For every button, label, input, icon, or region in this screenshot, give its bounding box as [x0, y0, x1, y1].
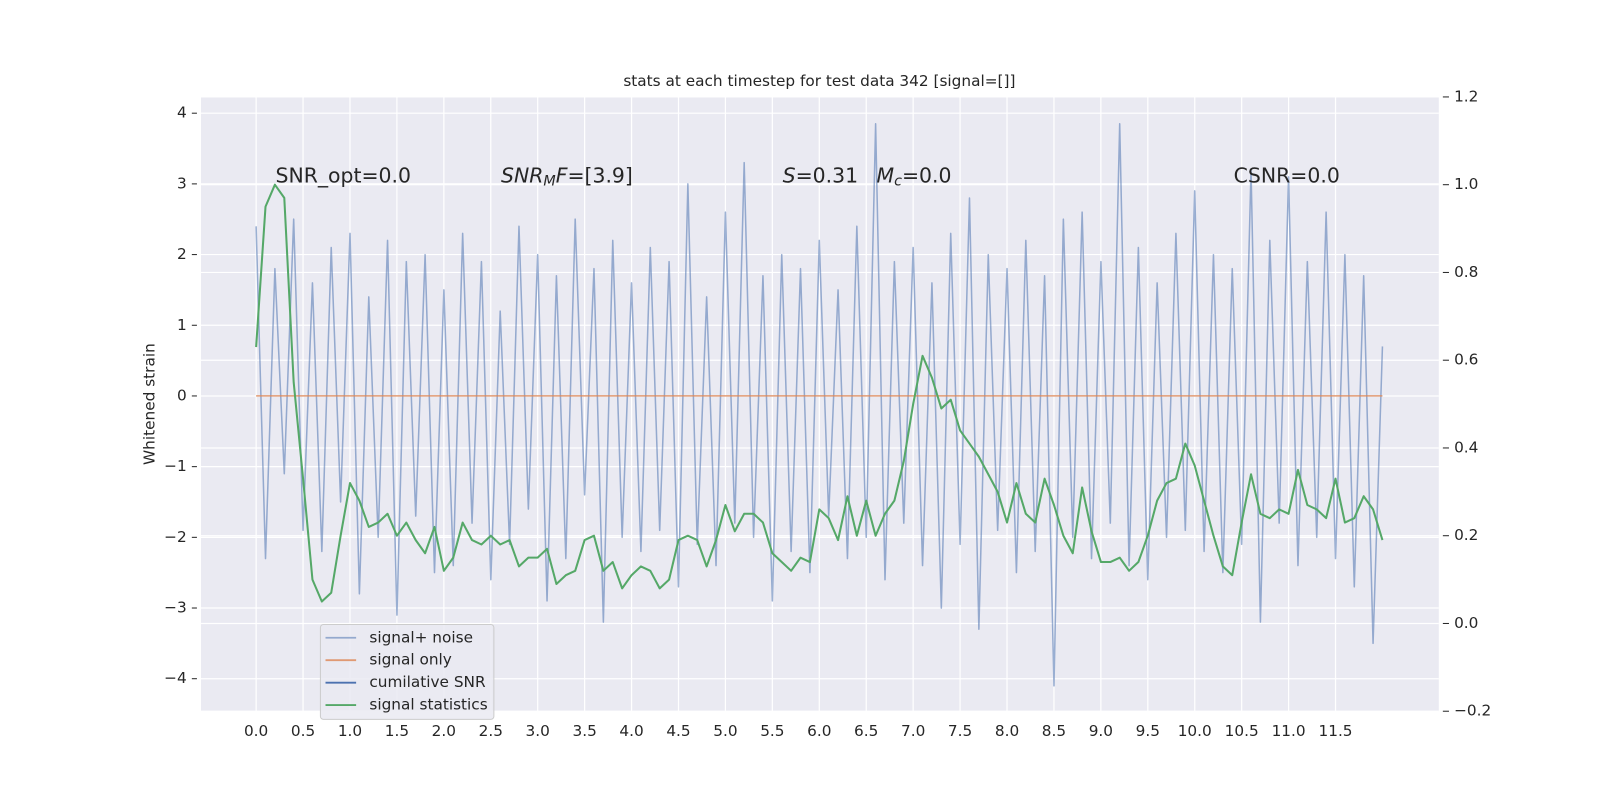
annotation-part: =0.0	[902, 164, 952, 188]
annotation: Mc=0.0	[877, 164, 952, 190]
x-tick-label: 11.0	[1272, 722, 1306, 740]
annotation-part: c	[894, 174, 902, 190]
y2-tick-label: 0.6	[1454, 351, 1478, 369]
legend-label: cumilative SNR	[369, 673, 486, 691]
y-tick-label: 3	[177, 174, 187, 192]
x-tick-label: 10.0	[1178, 722, 1212, 740]
annotation: S=0.31	[783, 164, 858, 188]
x-tick-label: 10.5	[1225, 722, 1259, 740]
legend-box	[319, 623, 495, 720]
x-tick-label: 6.5	[854, 722, 878, 740]
x-tick-label: 9.5	[1136, 722, 1160, 740]
y-tick-label: 4	[177, 104, 187, 122]
x-tick-label: 8.0	[995, 722, 1019, 740]
annotation-part: M	[877, 164, 895, 188]
annotation-part: M	[543, 174, 555, 190]
y-tick-label: 1	[177, 316, 187, 334]
y2-tick-label: 0.8	[1454, 263, 1478, 281]
annotation-part: =[3.9]	[567, 164, 632, 188]
series-line	[255, 123, 1384, 687]
annotation-part: CSNR=0.0	[1234, 164, 1340, 188]
x-tick-label: 6.0	[807, 722, 831, 740]
y2-tick-label: 0.4	[1454, 438, 1478, 456]
x-tick-label: 5.0	[713, 722, 737, 740]
annotation-part: SNR	[501, 164, 543, 188]
annotation: SNR_opt=0.0	[276, 164, 412, 189]
y-tick-label: 2	[177, 245, 187, 263]
y-tick-label: −2	[164, 528, 187, 546]
y-axis-label: Whitened strain	[141, 343, 159, 465]
y2-tick-label: 0.2	[1454, 526, 1478, 544]
x-tick-label: 9.0	[1089, 722, 1113, 740]
legend-label: signal+ noise	[369, 628, 473, 646]
y-tick-label: −4	[164, 669, 187, 687]
legend-label: signal only	[369, 651, 451, 669]
annotation: CSNR=0.0	[1234, 164, 1340, 188]
x-tick-label: 0.0	[244, 722, 268, 740]
x-tick-label: 4.5	[666, 722, 690, 740]
y-tick-label: −3	[164, 599, 187, 617]
y-tick-label: 0	[177, 386, 187, 404]
x-tick-label: 5.5	[760, 722, 784, 740]
x-tick-label: 11.5	[1318, 722, 1352, 740]
annotation: SNRMF=[3.9]	[501, 164, 633, 190]
series-line	[255, 183, 1384, 603]
annotation-part: S	[783, 164, 796, 188]
y-tick-label: −1	[164, 457, 187, 475]
annotation-part: F	[556, 164, 568, 188]
y2-tick-label: 0.0	[1454, 614, 1478, 632]
x-tick-label: 1.5	[385, 722, 409, 740]
x-tick-label: 3.0	[526, 722, 550, 740]
annotation-part: =0.31	[796, 164, 859, 188]
y2-tick-label: 1.2	[1454, 87, 1478, 105]
chart-title: stats at each timestep for test data 342…	[623, 72, 1015, 90]
x-tick-label: 4.0	[619, 722, 643, 740]
annotation-part: SNR_opt=0.0	[276, 164, 412, 189]
x-tick-label: 3.5	[572, 722, 596, 740]
x-tick-label: 1.0	[338, 722, 362, 740]
x-tick-label: 2.0	[432, 722, 456, 740]
x-tick-label: 7.5	[948, 722, 972, 740]
x-tick-label: 7.0	[901, 722, 925, 740]
y2-tick-label: 1.0	[1454, 175, 1478, 193]
x-tick-label: 0.5	[291, 722, 315, 740]
x-tick-label: 2.5	[479, 722, 503, 740]
legend-label: signal statistics	[369, 696, 487, 714]
y2-tick-label: −0.2	[1454, 702, 1491, 720]
x-tick-label: 8.5	[1042, 722, 1066, 740]
